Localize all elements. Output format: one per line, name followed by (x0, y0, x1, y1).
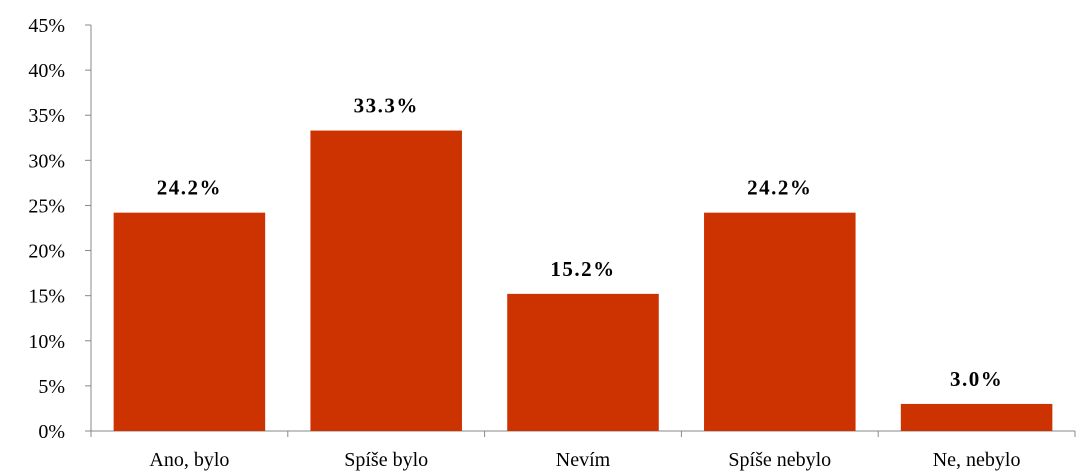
y-tick-label: 5% (38, 376, 65, 398)
data-label: 24.2% (747, 176, 812, 200)
y-tick-label: 15% (28, 286, 65, 308)
x-tick-label: Nevím (556, 449, 611, 471)
y-tick-label: 40% (28, 60, 65, 82)
x-tick-label: Ano, bylo (149, 449, 229, 471)
bar (113, 212, 266, 431)
y-axis: 0% 5% 10% 15% 20% 25% 30% 35% 40% 45% (28, 15, 92, 443)
data-labels: 24.2% 33.3% 15.2% 24.2% 3.0% (157, 94, 1003, 391)
bar (507, 293, 659, 431)
x-axis: Ano, bylo Spíše bylo Nevím Spíše nebylo Ne, … (90, 430, 1076, 471)
x-tick-label: Ne, nebylo (933, 449, 1021, 471)
bar (704, 212, 856, 431)
bar (310, 130, 462, 431)
y-tick-label: 45% (28, 15, 65, 37)
data-label: 24.2% (157, 176, 222, 200)
y-tick-label: 30% (28, 150, 65, 172)
x-tick-label: Spíše nebylo (728, 449, 831, 471)
data-label: 15.2% (550, 257, 615, 281)
y-tick-label: 0% (38, 421, 65, 443)
y-tick-label: 10% (28, 331, 65, 353)
bars (113, 130, 1053, 431)
x-tick-label: Spíše bylo (344, 449, 428, 471)
data-label: 33.3% (354, 94, 419, 118)
y-tick-label: 35% (28, 105, 65, 127)
data-label: 3.0% (950, 367, 1003, 391)
bar (900, 403, 1053, 431)
y-tick-label: 25% (28, 195, 65, 217)
y-tick-label: 20% (28, 241, 65, 263)
